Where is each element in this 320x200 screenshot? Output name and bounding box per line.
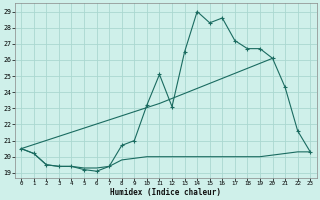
X-axis label: Humidex (Indice chaleur): Humidex (Indice chaleur) bbox=[110, 188, 221, 197]
